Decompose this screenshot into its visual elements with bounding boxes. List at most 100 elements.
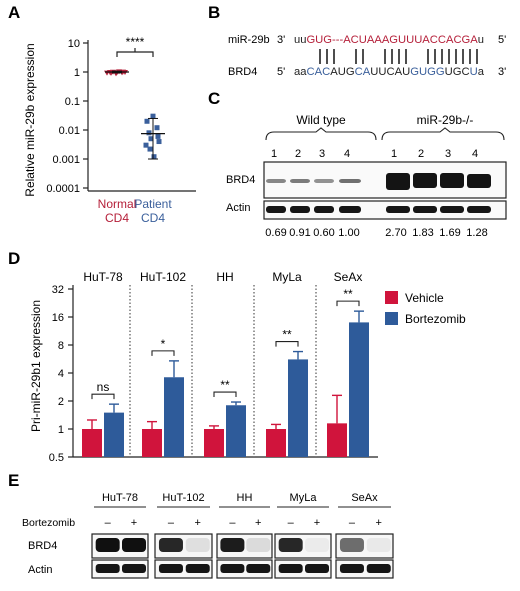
panel-a-point [150, 113, 156, 119]
blot-e-sign-plus: + [195, 517, 201, 529]
mir-sequence: uuGUG---ACUAAAGUUUACCACGA u [294, 34, 484, 46]
panel-d-y-ticks: 32 16 8 4 2 1 0.5 [49, 284, 73, 464]
panel-d-bar [104, 412, 124, 457]
blot-c-actin-band [290, 206, 310, 213]
blot-e-cell-line-label: HuT-78 [102, 492, 138, 504]
mir-seq-segment: uu [294, 34, 306, 46]
panel-d-bar [204, 429, 224, 457]
target-end3: 3' [498, 66, 506, 78]
blot-c-brd4-band [314, 179, 334, 183]
blot-e-actin-band [305, 564, 329, 573]
blot-e-cell-line-label: SeAx [351, 492, 378, 504]
panel-b-label: B [208, 3, 220, 22]
base-pair-lines [319, 49, 478, 64]
blot-c-brd4-band [386, 173, 410, 190]
panel-d-dividers [129, 285, 317, 457]
blot-e-sign-minus: – [288, 517, 295, 529]
target-sequence: aaCACAUGCAUUCAUGUGGUGCUa [294, 66, 485, 78]
blot-c-actin-frame [263, 200, 507, 220]
panel-a-significance-bracket [116, 48, 154, 57]
blot-c-actin-band [413, 206, 437, 213]
panel-a-point [155, 133, 161, 139]
blot-c-row-label-brd4: BRD4 [226, 174, 255, 186]
panel-d-significance-label: ** [343, 287, 353, 301]
blot-c-lane-number: 2 [418, 148, 424, 160]
blot-c-actin-band [266, 206, 286, 213]
panel-d-category-label: MyLa [272, 270, 302, 284]
group-label-knockout: miR-29b-/- [417, 113, 474, 127]
blot-e-actin-band [366, 564, 391, 573]
blot-e-sign-plus: + [314, 517, 320, 529]
panel-a-label: A [8, 3, 20, 22]
blot-e-sign-plus: + [255, 517, 261, 529]
panel-d-bracket [213, 391, 237, 398]
panel-d-category-label: HuT-78 [83, 270, 123, 284]
blot-c-lane-numbers: 1 2 3 4 1 2 3 4 [271, 148, 478, 160]
blot-e-cell-line-label: MyLa [290, 492, 318, 504]
target-seq-segment: CA [355, 66, 371, 78]
panel-d-bracket [151, 350, 175, 356]
blot-e-brd4-band [246, 538, 271, 552]
legend-bortezomib-label: Bortezomib [405, 312, 466, 326]
blot-c-ratios: 0.69 0.91 0.60 1.00 2.70 1.83 1.69 1.28 [265, 227, 487, 239]
panel-a-group2-line2: CD4 [141, 211, 165, 225]
panel-d-y-tick-label: 32 [52, 284, 64, 296]
target-seq-segment: CAC [307, 66, 331, 78]
panel-a-y-tick-label: 10 [68, 38, 80, 50]
target-seq-segment: AUG [330, 66, 354, 78]
target-end5: 5' [277, 66, 285, 78]
legend-vehicle-label: Vehicle [405, 291, 444, 305]
legend-vehicle-swatch [385, 291, 398, 304]
blot-e-sign-minus: – [229, 517, 236, 529]
panel-c-label: C [208, 89, 220, 108]
panel-a-significance-label: **** [126, 35, 145, 49]
target-seq-segment: GUGG [410, 66, 444, 78]
blot-e-actin-band [339, 564, 364, 573]
panel-d-bar [82, 429, 102, 457]
group-label-wild-type: Wild type [296, 113, 346, 127]
panel-a-y-tick-label: 0.001 [52, 154, 80, 166]
blot-c-lane-number: 1 [391, 148, 397, 160]
blot-e-brd4-band [185, 538, 210, 552]
panel-a-ylabel: Relative miR-29b expression [23, 43, 37, 196]
blot-c-ratio: 0.69 [265, 227, 286, 239]
blot-e-brd4-band [278, 538, 303, 552]
blot-c-lane-number: 2 [295, 148, 301, 160]
blot-e-actin-band [158, 564, 183, 573]
group-bracket-wild-type [265, 127, 377, 141]
blot-e-actin-band [246, 564, 271, 573]
blot-e-actin-band [185, 564, 210, 573]
mir-seq-segment: u [478, 34, 484, 46]
blot-c-lane-number: 3 [445, 148, 451, 160]
blot-c-ratio: 0.60 [313, 227, 334, 239]
panel-d-label: D [8, 249, 20, 268]
blot-c-actin-band [339, 206, 361, 213]
blot-e-panels: HuT-78 – + HuT-102 – + HH – + MyLa – + SeAx – + [91, 492, 394, 579]
panel-d-bars [82, 310, 369, 457]
blot-e-row-label-brd4: BRD4 [28, 540, 57, 552]
blot-e-brd4-band [366, 538, 391, 552]
blot-e-brd4-band [122, 538, 146, 552]
blot-c-brd4-frame [263, 161, 507, 199]
panel-d-bar [349, 322, 369, 457]
blot-e-sign-minus: – [105, 517, 112, 529]
panel-a-point [148, 136, 154, 142]
target-name: BRD4 [228, 66, 257, 78]
blot-c-actin-band [440, 206, 464, 213]
panel-d-category-label: SeAx [334, 270, 363, 284]
blot-c-brd4-band [339, 179, 361, 183]
panel-d-bar [327, 423, 347, 457]
target-seq-segment: a [478, 66, 485, 78]
panel-e-label: E [8, 471, 19, 490]
mir-end3: 5' [498, 34, 506, 46]
panel-a-point [144, 118, 150, 124]
blot-e-actin-band [95, 564, 120, 573]
blot-e-brd4-band [339, 538, 364, 552]
panel-a-y-tick-label: 0.01 [59, 125, 80, 137]
panel-d-y-tick-label: 8 [58, 340, 64, 352]
panel-a-group2-line1: Patient [134, 197, 172, 211]
blot-c-brd4-band [290, 179, 310, 183]
blot-c-actin-band [314, 206, 334, 213]
mir-name: miR-29b [228, 34, 270, 46]
blot-c-ratio: 1.69 [439, 227, 460, 239]
